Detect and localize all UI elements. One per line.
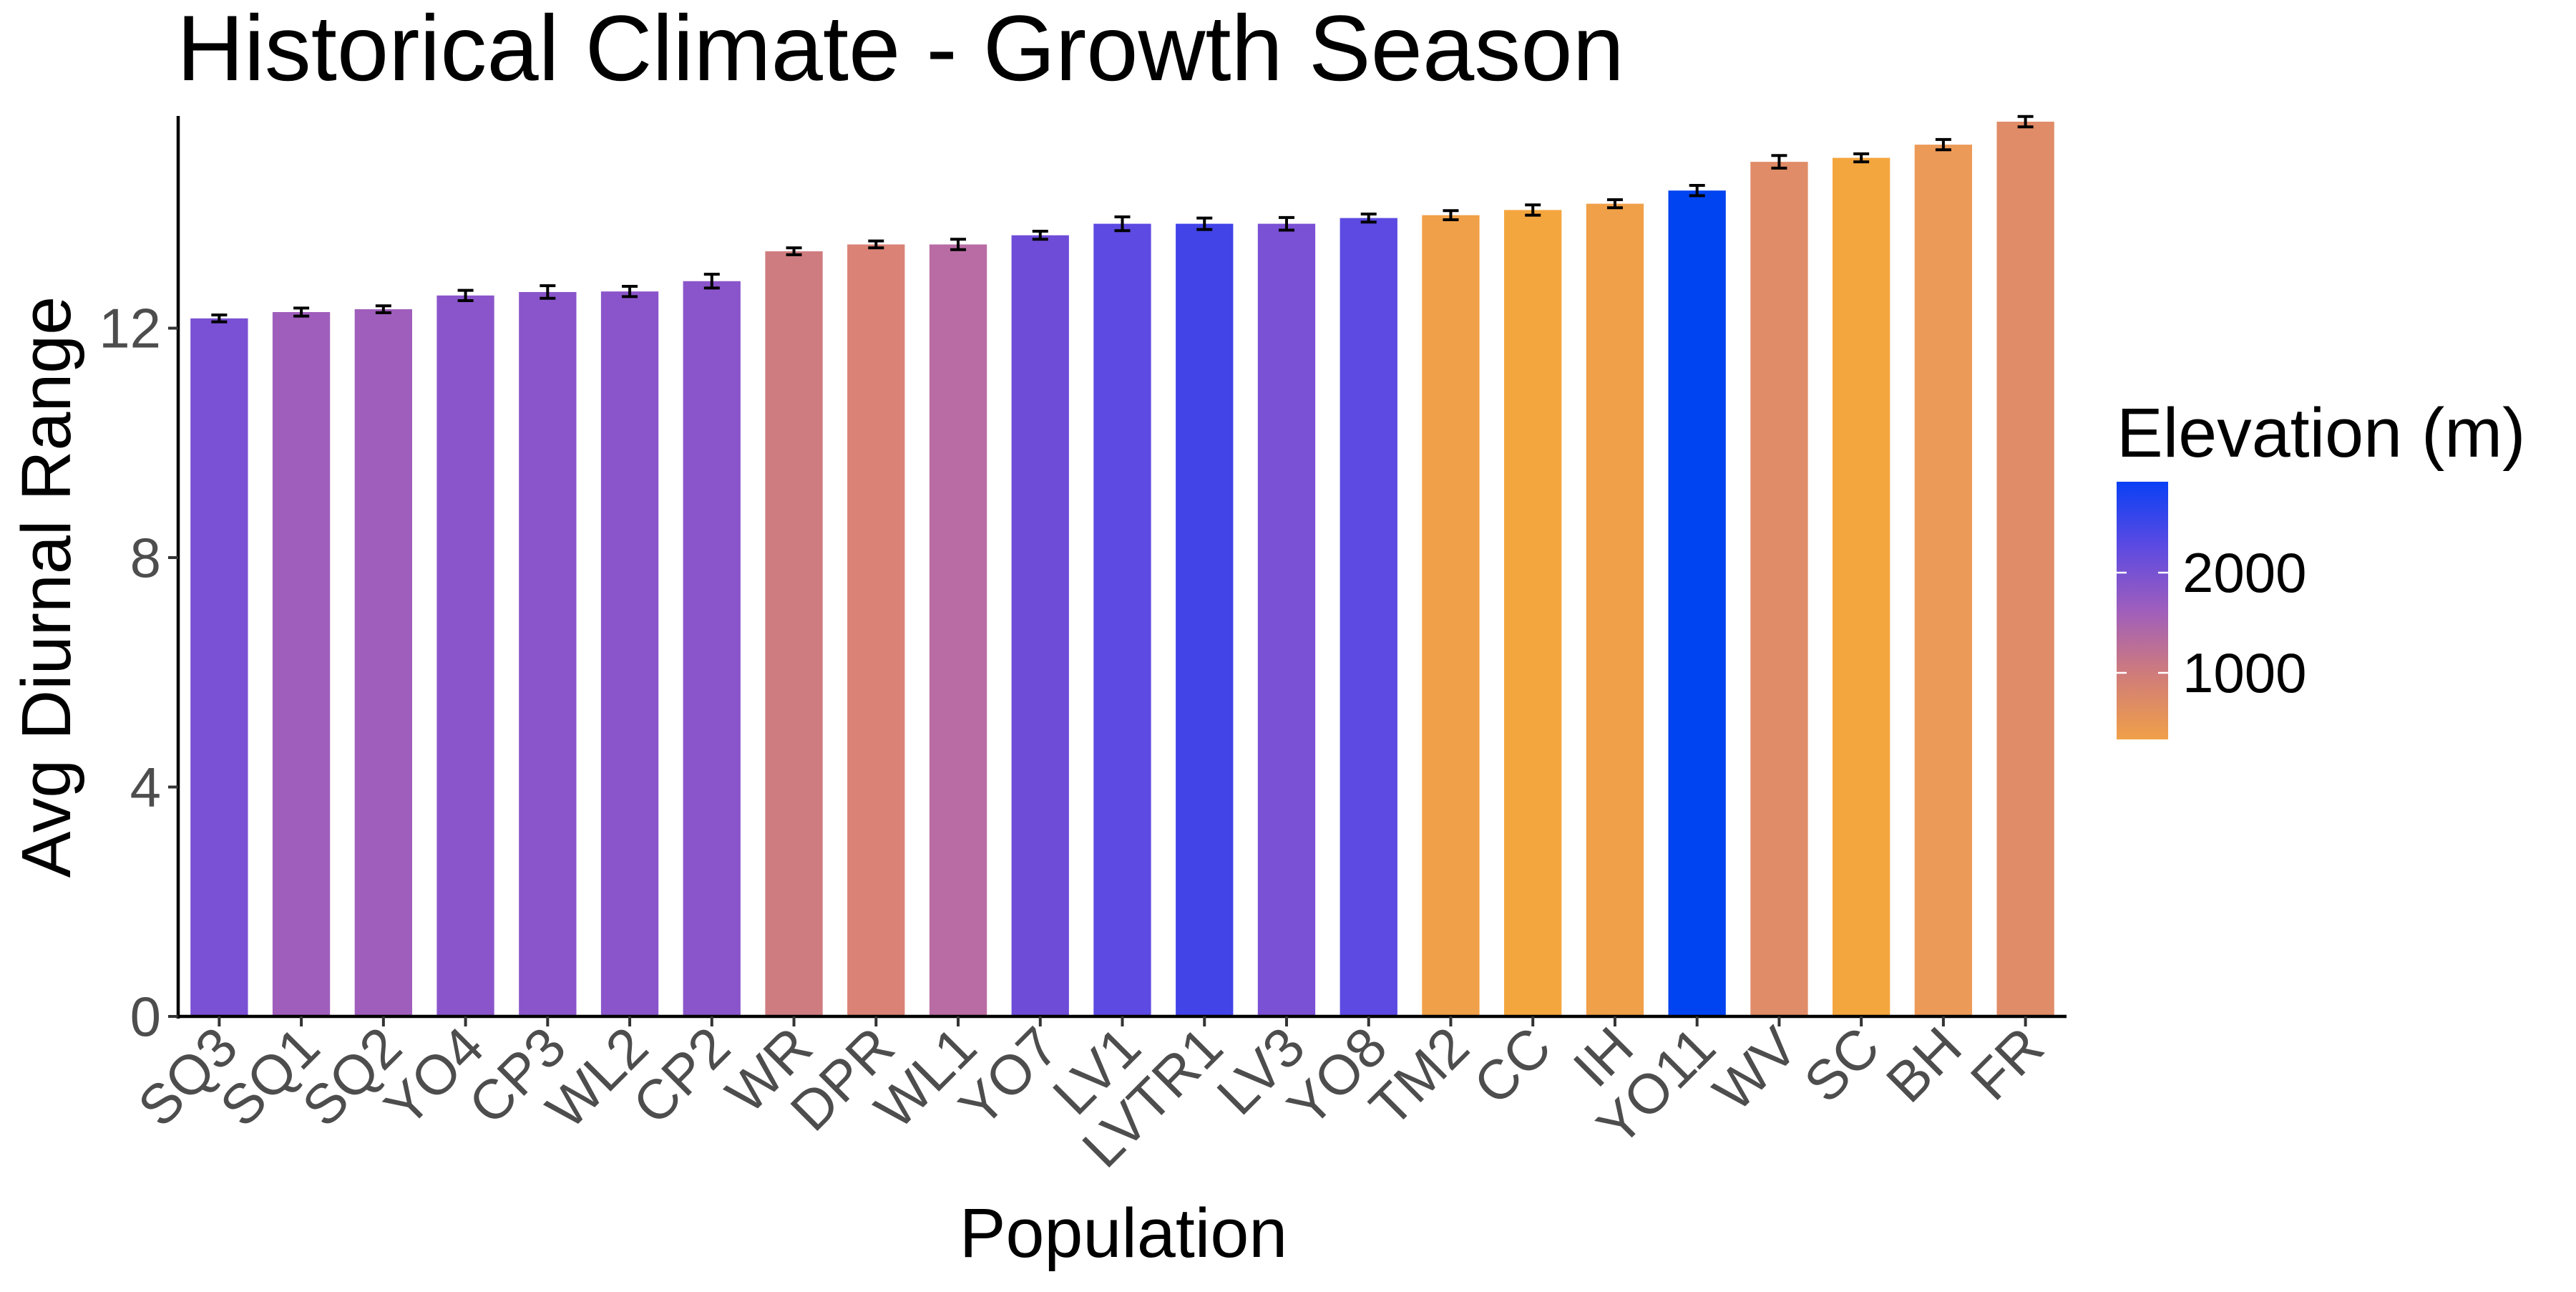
error-bar-lv3 [1278, 215, 1294, 232]
y-tick-label-0: 0 [130, 985, 161, 1048]
error-bar-sq3 [211, 314, 228, 324]
bar-sq3 [190, 318, 248, 1016]
y-tick-label-12: 12 [99, 296, 161, 359]
bar-lv3 [1257, 223, 1316, 1017]
error-bar-yo7 [1032, 230, 1048, 241]
error-bar-sq1 [293, 306, 310, 318]
bar-cp3 [519, 292, 577, 1016]
legend: Elevation (m) 2000 1000 [2117, 394, 2525, 739]
error-bar-cp3 [540, 284, 556, 300]
bar-sq1 [272, 312, 331, 1016]
legend-label-1000: 1000 [2182, 641, 2307, 704]
error-bar-sc [1853, 152, 1870, 164]
x-tick-label-bh: BH [1874, 1015, 1974, 1114]
x-tick-label-cc: CC [1461, 1015, 1563, 1117]
bar-wr [765, 251, 823, 1017]
error-bar-sq2 [375, 304, 391, 314]
bar-sc [1833, 157, 1890, 1016]
bar-bh [1914, 145, 1972, 1017]
bar-wl2 [600, 291, 659, 1016]
x-axis-title: Population [960, 1194, 1287, 1272]
bar-yo4 [436, 295, 494, 1016]
legend-colorbar [2117, 482, 2168, 739]
bar-ih [1586, 203, 1644, 1017]
error-bars-layer [211, 115, 2034, 324]
error-bar-cc [1525, 203, 1541, 217]
chart-title: Historical Climate - Growth Season [177, 0, 1624, 100]
bar-sq2 [354, 309, 412, 1016]
error-bar-cp2 [703, 273, 720, 290]
error-bar-wl2 [622, 284, 638, 298]
y-tick-label-4: 4 [130, 755, 161, 818]
error-bar-dpr [868, 239, 884, 250]
error-bar-yo11 [1689, 183, 1705, 198]
error-bar-wl1 [950, 238, 967, 251]
error-bar-wv [1771, 154, 1787, 170]
bar-lvtr1 [1176, 223, 1234, 1017]
bar-tm2 [1422, 215, 1480, 1017]
legend-title: Elevation (m) [2117, 394, 2525, 472]
error-bar-wr [786, 246, 802, 256]
error-bar-yo8 [1360, 213, 1377, 224]
bar-yo7 [1011, 235, 1069, 1017]
bar-lv1 [1093, 223, 1151, 1017]
error-bar-fr [2017, 115, 2034, 129]
error-bar-lvtr1 [1196, 216, 1213, 231]
x-tick-label-sc: SC [1792, 1015, 1891, 1114]
bar-fr [1996, 122, 2054, 1016]
legend-label-2000: 2000 [2182, 541, 2307, 604]
bar-cp2 [683, 281, 741, 1016]
y-tick-label-8: 8 [130, 526, 161, 589]
bar-yo11 [1668, 190, 1726, 1017]
bar-wv [1750, 162, 1808, 1017]
x-ticks-layer: SQ3SQ1SQ2YO4CP3WL2CP2WRDPRWL1YO7LV1LVTR1… [126, 1015, 2056, 1180]
bar-yo8 [1340, 218, 1397, 1017]
error-bar-ih [1606, 198, 1623, 210]
bar-wl1 [929, 244, 987, 1016]
y-ticks-layer: 0 4 8 12 [99, 296, 178, 1048]
error-bar-bh [1935, 137, 1951, 152]
bar-cc [1504, 210, 1562, 1016]
error-bar-lv1 [1114, 215, 1131, 233]
x-tick-label-fr: FR [1958, 1015, 2056, 1112]
error-bar-tm2 [1443, 209, 1459, 222]
bars-layer [190, 122, 2054, 1017]
bar-dpr [847, 244, 905, 1016]
error-bar-yo4 [457, 288, 474, 303]
x-tick-label-tm2: TM2 [1357, 1015, 1481, 1139]
y-axis-title: Avg Diurnal Range [7, 296, 85, 878]
